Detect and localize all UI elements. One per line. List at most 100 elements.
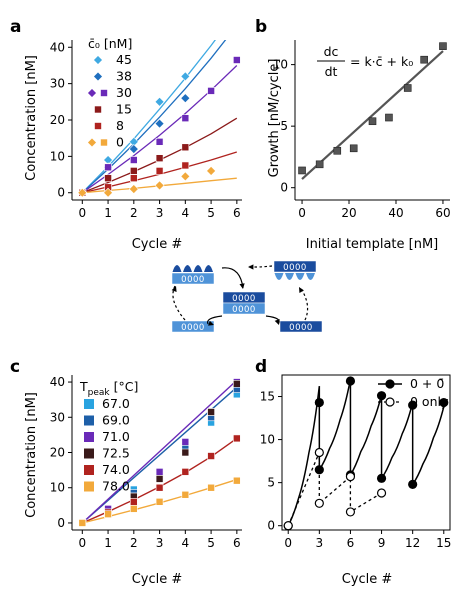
annealing-arrow bbox=[221, 267, 244, 289]
y-tick-label: 20 bbox=[50, 113, 65, 127]
legend-label-71.0: 71.0 bbox=[102, 429, 130, 444]
x-tick-label: 0 bbox=[298, 206, 306, 220]
panel-c-chart: 0 1 2 3 4 5 6 0 10 20 30 40 Cycle # Concentration [… bbox=[24, 375, 242, 587]
y-tick-label: 0 bbox=[280, 181, 288, 195]
x-tick-label: 6 bbox=[347, 536, 355, 550]
data-point-full bbox=[314, 397, 324, 408]
legend-swatch-74.0 bbox=[84, 465, 94, 475]
data-point-71.0 bbox=[155, 468, 164, 476]
duplex-bottom-strand bbox=[222, 302, 266, 315]
data-point-74.0 bbox=[207, 452, 215, 460]
panel-letter-b: b bbox=[255, 17, 267, 37]
x-tick-label: 20 bbox=[341, 206, 356, 220]
data-point-78.0 bbox=[181, 490, 190, 499]
data-point-72.5 bbox=[207, 408, 215, 416]
x-tick-label: 1 bbox=[104, 206, 112, 220]
duplex-bottom-strand-label: 0000 bbox=[232, 305, 256, 315]
data-point-only bbox=[345, 507, 356, 517]
single-strand-left-label: 0000 bbox=[181, 323, 205, 333]
data-point-15 bbox=[130, 167, 138, 175]
data-point-30 bbox=[130, 156, 138, 164]
x-tick-label: 60 bbox=[435, 206, 450, 220]
panel-d-legend: 0 + 0̄ 0 only bbox=[378, 376, 449, 409]
y-tick-label: 10 bbox=[260, 433, 275, 447]
data-point bbox=[420, 55, 428, 64]
single-strand-left bbox=[171, 320, 215, 333]
y-tick-label: 10 bbox=[273, 58, 288, 72]
equation-numerator: dc bbox=[324, 44, 339, 59]
x-tick-label: 2 bbox=[130, 206, 138, 220]
legend-marker-0-square bbox=[100, 138, 108, 147]
panel-d-axes: 0 3 6 9 12 15 0 5 10 15 bbox=[260, 374, 451, 550]
data-point bbox=[298, 166, 306, 175]
y-tick-label: 0 bbox=[267, 519, 275, 533]
panel-b-axes: 0 20 40 60 0 5 10 bbox=[273, 40, 451, 220]
legend-marker-15 bbox=[94, 105, 102, 114]
panel-d-chart: 0 3 6 9 12 15 0 5 10 15 Cycle # 0 + 0̄ 0 only bbox=[260, 374, 451, 587]
annealing-arrow-head bbox=[239, 283, 245, 289]
template-strand-top-left-label: 0000 bbox=[181, 275, 205, 285]
legend-swatch-69.0 bbox=[84, 415, 94, 426]
legend-label-69.0: 69.0 bbox=[102, 413, 130, 428]
data-point-full bbox=[408, 479, 418, 489]
data-point bbox=[333, 146, 342, 155]
y-tick-label: 10 bbox=[50, 481, 65, 495]
y-tick-label: 10 bbox=[50, 149, 65, 163]
free-monomer bbox=[274, 273, 284, 280]
data-point-full bbox=[376, 391, 387, 401]
x-tick-label: 4 bbox=[182, 536, 190, 550]
legend-marker-45 bbox=[93, 55, 103, 65]
x-tick-label: 6 bbox=[233, 206, 241, 220]
y-tick-label: 40 bbox=[50, 375, 65, 389]
panel-letter-a: a bbox=[10, 17, 21, 37]
free-monomer bbox=[285, 273, 294, 280]
data-point-30 bbox=[233, 56, 241, 64]
legend-marker-8 bbox=[94, 122, 102, 130]
data-point bbox=[385, 113, 393, 122]
growth-curve-segment bbox=[349, 394, 383, 476]
legend-marker-0-diamond bbox=[87, 137, 97, 148]
y-tick-label: 0 bbox=[57, 186, 65, 200]
x-tick-label: 15 bbox=[436, 536, 451, 550]
panel-b-equation: dc dt = k·c̄ + k₀ bbox=[317, 44, 413, 79]
data-point-78.0 bbox=[155, 498, 164, 506]
free-monomer bbox=[306, 273, 315, 280]
data-point-15 bbox=[104, 174, 112, 182]
data-point-74.0 bbox=[155, 483, 164, 492]
panel-b-markers bbox=[298, 42, 447, 175]
legend-label-45: 45 bbox=[116, 52, 132, 67]
x-tick-label: 9 bbox=[378, 536, 386, 550]
data-point-only bbox=[376, 488, 387, 498]
data-point-45 bbox=[180, 71, 191, 82]
equation-denominator: dt bbox=[325, 64, 338, 79]
panel-c-markers bbox=[78, 378, 241, 527]
panel-a-y-axis-label: Concentration [nM] bbox=[24, 55, 39, 181]
data-point-0 bbox=[128, 184, 139, 195]
growth-curve-segment bbox=[287, 386, 321, 527]
legend-swatch-71.0 bbox=[84, 432, 94, 442]
panel-a-legend-title: c̄₀ [nM] bbox=[88, 36, 132, 51]
free-monomer bbox=[295, 273, 305, 280]
panel-d-markers bbox=[283, 376, 449, 531]
y-tick-label: 30 bbox=[50, 77, 65, 91]
data-point-72.5 bbox=[155, 475, 164, 483]
data-point-only bbox=[314, 498, 324, 508]
melting-arrow-left bbox=[206, 315, 223, 325]
template-only-line bbox=[287, 452, 382, 526]
template-strand-top-left bbox=[171, 272, 215, 285]
panel-b-fit-line bbox=[301, 50, 444, 180]
bound-monomer bbox=[172, 265, 182, 272]
legend-label-74.0: 74.0 bbox=[102, 462, 130, 477]
panel-b-x-axis-label: Initial template [nM] bbox=[306, 237, 439, 252]
data-point-38 bbox=[128, 144, 139, 155]
data-point-72.5 bbox=[233, 380, 241, 388]
x-tick-label: 3 bbox=[156, 536, 164, 550]
data-point-0 bbox=[154, 180, 165, 191]
data-point-full bbox=[408, 400, 418, 410]
growth-curve-segment bbox=[412, 406, 445, 485]
data-point-0 bbox=[77, 187, 88, 198]
legend-label-full: 0 + 0̄ bbox=[410, 376, 444, 391]
data-point-71.0 bbox=[181, 438, 190, 446]
